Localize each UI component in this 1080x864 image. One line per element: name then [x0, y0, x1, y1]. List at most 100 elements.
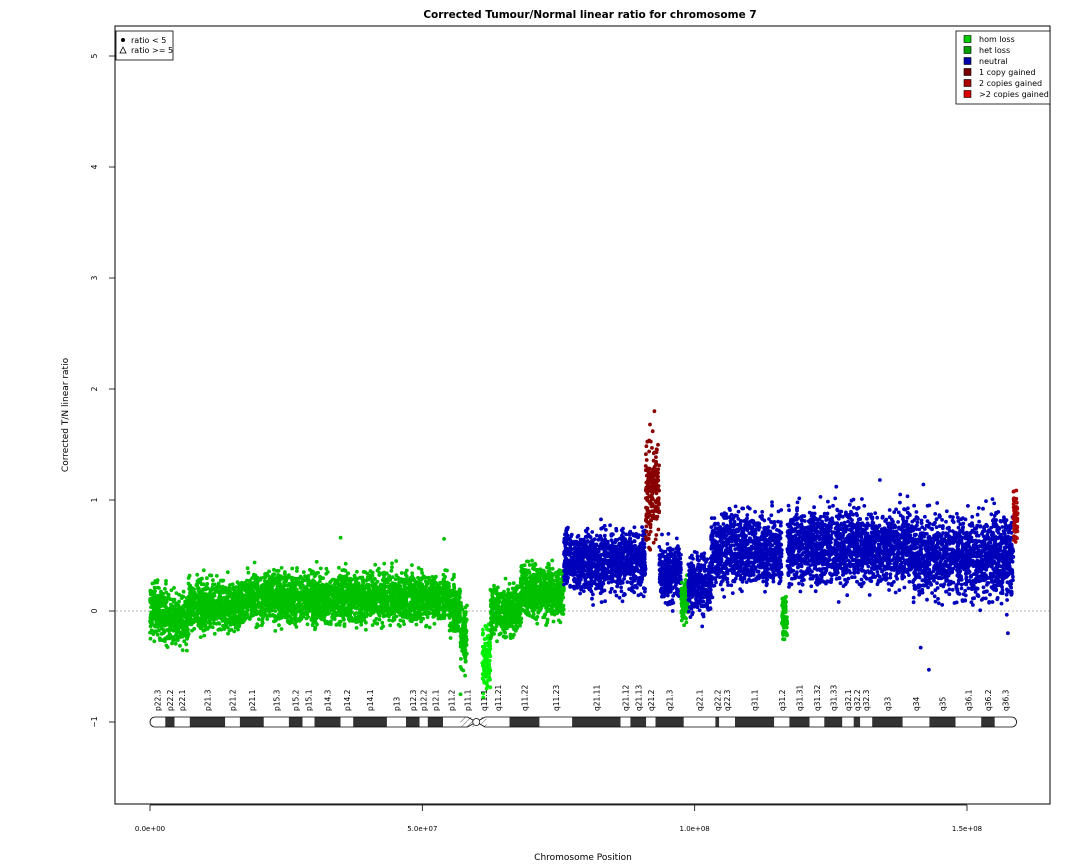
data-point — [328, 580, 332, 585]
x-tick-label: 5.0e+07 — [407, 825, 437, 833]
data-point — [452, 582, 456, 587]
data-point — [169, 635, 174, 639]
data-point — [492, 583, 496, 588]
data-point — [273, 629, 278, 633]
data-point — [212, 593, 217, 598]
data-point — [155, 578, 160, 583]
data-point — [388, 596, 393, 601]
data-point — [272, 605, 276, 610]
data-point — [452, 586, 457, 590]
data-point — [504, 635, 509, 639]
data-point — [245, 593, 250, 598]
data-point — [192, 590, 197, 595]
data-point — [480, 661, 485, 665]
data-point — [291, 594, 296, 599]
data-point — [205, 627, 210, 631]
data-point — [152, 639, 157, 644]
data-point — [389, 568, 394, 573]
data-point — [388, 608, 392, 613]
data-point — [315, 606, 320, 610]
data-point — [389, 612, 394, 617]
data-point — [201, 582, 206, 587]
data-point — [161, 621, 165, 626]
data-point — [312, 580, 317, 584]
data-point — [463, 673, 467, 678]
data-point — [430, 591, 435, 596]
data-point — [448, 636, 453, 640]
data-point — [421, 576, 426, 580]
data-point — [397, 585, 402, 590]
data-point — [215, 603, 219, 608]
data-point — [161, 628, 166, 632]
data-point — [343, 584, 347, 588]
data-point — [211, 578, 215, 583]
data-point — [155, 632, 160, 637]
data-point — [157, 628, 161, 633]
data-point — [409, 614, 414, 619]
data-point — [287, 573, 291, 578]
data-point — [189, 622, 194, 627]
data-point — [391, 586, 396, 590]
data-point — [359, 607, 363, 611]
data-point — [443, 602, 448, 606]
data-point — [481, 627, 485, 632]
data-point — [410, 599, 415, 604]
data-point — [157, 608, 162, 613]
data-point — [382, 561, 387, 566]
data-point — [494, 607, 499, 612]
data-point — [198, 578, 202, 583]
data-point — [249, 593, 254, 597]
data-point — [354, 626, 359, 630]
data-point — [155, 617, 160, 621]
data-point — [240, 607, 245, 612]
data-point — [214, 621, 219, 626]
data-point — [485, 671, 490, 675]
data-point — [300, 595, 304, 600]
data-point — [503, 576, 508, 581]
data-point — [346, 571, 351, 576]
data-point — [451, 629, 456, 633]
data-point — [176, 606, 181, 611]
data-point — [183, 632, 188, 636]
y-tick-label: 3 — [90, 275, 99, 280]
data-point — [463, 659, 468, 664]
data-point — [209, 601, 214, 606]
data-point — [510, 586, 515, 591]
data-point — [379, 603, 384, 608]
data-point — [300, 610, 304, 615]
data-point — [174, 638, 179, 642]
data-point — [148, 600, 153, 604]
data-point — [217, 585, 222, 590]
data-point — [235, 603, 240, 608]
data-point — [347, 607, 352, 612]
data-point — [196, 604, 200, 609]
data-point — [438, 588, 443, 593]
data-point — [303, 610, 308, 615]
data-point — [375, 621, 380, 626]
data-point — [280, 605, 285, 609]
data-point — [185, 648, 189, 653]
data-point — [217, 615, 222, 620]
data-point — [321, 596, 326, 601]
data-point — [214, 574, 219, 578]
data-point — [264, 572, 268, 577]
data-point — [434, 581, 439, 586]
data-point — [186, 576, 191, 580]
data-point — [346, 617, 351, 622]
data-point — [452, 603, 456, 608]
data-point — [325, 570, 330, 574]
data-point — [341, 617, 346, 622]
data-point — [290, 575, 294, 580]
data-point — [305, 622, 310, 627]
data-point — [167, 629, 171, 633]
data-point — [273, 619, 277, 623]
data-point — [381, 624, 385, 629]
data-point — [371, 592, 376, 597]
data-point — [166, 592, 171, 597]
data-point — [419, 619, 423, 624]
data-point — [504, 612, 509, 617]
data-point — [437, 604, 441, 608]
data-point — [422, 604, 426, 608]
data-point — [263, 579, 267, 584]
data-point — [297, 582, 302, 587]
